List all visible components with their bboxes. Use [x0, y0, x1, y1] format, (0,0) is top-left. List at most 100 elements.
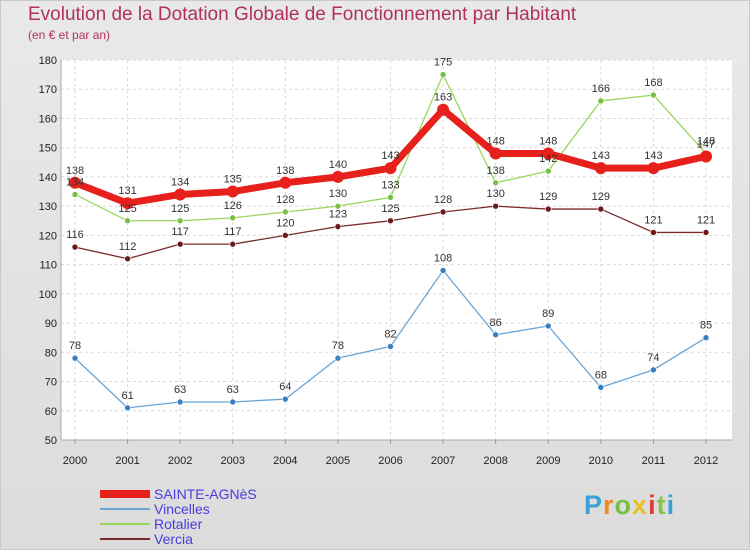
data-point [124, 255, 131, 263]
data-label: 147 [697, 138, 715, 150]
data-label: 121 [697, 214, 715, 226]
plot-area [61, 60, 732, 440]
logo-letter: i [648, 490, 657, 520]
x-tick-label: 2000 [63, 455, 87, 467]
series [69, 71, 712, 412]
data-point [229, 398, 237, 406]
legend-swatch [100, 490, 150, 498]
x-tick-label: 2006 [378, 455, 402, 467]
data-point [71, 354, 79, 362]
y-tick-label: 140 [39, 172, 57, 184]
data-label: 128 [276, 194, 294, 206]
data-point [702, 334, 710, 341]
data-point [282, 208, 289, 216]
data-point [124, 217, 131, 225]
data-label: 78 [332, 340, 344, 352]
data-label: 125 [118, 203, 136, 215]
data-label: 143 [592, 150, 610, 162]
data-point [439, 267, 447, 274]
legend-swatch [100, 538, 150, 540]
x-tick-label: 2007 [431, 455, 455, 467]
legend-label: Rotalier [154, 516, 203, 532]
data-point [700, 150, 712, 163]
y-tick-label: 80 [45, 347, 57, 359]
data-labels: 138 131 134 135 138 140 143 163 148 148 143 143 147 7… [66, 57, 715, 402]
chart-subtitle: (en € et par an) [28, 28, 111, 42]
data-point [71, 243, 79, 251]
data-point [387, 194, 394, 201]
data-label: 138 [276, 165, 294, 177]
y-tick-label: 130 [39, 201, 57, 213]
legend-label: Vercia [154, 531, 193, 547]
y-tick-label: 60 [45, 406, 57, 418]
data-point [176, 217, 184, 225]
data-point [544, 205, 552, 213]
data-label: 143 [381, 150, 399, 162]
data-label: 125 [381, 203, 399, 215]
data-label: 133 [381, 179, 399, 191]
data-point [647, 162, 660, 175]
data-label: 86 [490, 317, 502, 329]
data-point [437, 103, 450, 116]
data-point [229, 240, 237, 248]
logo-letter: o [614, 490, 633, 520]
data-label: 120 [276, 217, 294, 229]
data-label: 61 [121, 390, 133, 402]
data-label: 129 [592, 191, 610, 203]
data-label: 135 [224, 174, 242, 186]
data-point [439, 71, 447, 78]
data-point [282, 232, 289, 239]
legend-swatch [100, 523, 150, 525]
data-label: 117 [224, 226, 242, 238]
data-point [124, 404, 131, 412]
chart-title: Evolution de la Dotation Globale de Fonc… [28, 4, 577, 25]
data-label: 63 [227, 384, 239, 396]
logo-letter: i [666, 490, 676, 520]
logo-letter: P [584, 490, 604, 520]
data-point [439, 208, 447, 216]
logo-letter: x [632, 490, 649, 520]
data-label: 112 [119, 241, 137, 253]
data-point [650, 91, 657, 99]
data-point [492, 331, 499, 339]
data-point [544, 167, 552, 175]
data-label: 142 [539, 153, 557, 165]
axes: 50 60 70 80 90 100 110 120 130 140 150 160 170 180 200… [39, 55, 732, 467]
data-point [544, 322, 552, 330]
data-point [387, 343, 394, 350]
data-point [279, 176, 292, 189]
data-label: 68 [595, 369, 607, 381]
data-point [489, 147, 502, 160]
x-tick-label: 2009 [536, 455, 560, 467]
data-point [597, 205, 605, 213]
legend-label: Vincelles [154, 501, 210, 517]
y-tick-label: 50 [45, 435, 57, 447]
data-point [492, 179, 499, 187]
data-label: 163 [434, 92, 452, 104]
data-label: 63 [174, 384, 186, 396]
data-label: 85 [700, 320, 712, 332]
data-point [597, 384, 605, 391]
data-point [71, 191, 79, 198]
data-label: 125 [171, 203, 189, 215]
x-tick-label: 2003 [221, 455, 245, 467]
x-tick-label: 2011 [642, 455, 666, 467]
data-point [334, 354, 342, 362]
data-point [176, 240, 184, 248]
y-tick-label: 120 [39, 230, 57, 242]
data-label: 130 [329, 188, 347, 200]
data-label: 82 [384, 328, 396, 340]
data-label: 166 [592, 83, 610, 95]
y-tick-label: 180 [39, 55, 57, 67]
data-point [650, 229, 657, 236]
x-tick-label: 2008 [483, 455, 507, 467]
data-label: 168 [644, 77, 662, 89]
data-label: 117 [171, 226, 189, 238]
x-tick-label: 2012 [694, 455, 718, 467]
data-point [492, 202, 499, 210]
data-point [594, 162, 607, 175]
data-point [597, 97, 605, 105]
data-point [650, 366, 657, 374]
data-point [226, 185, 239, 198]
data-label: 108 [434, 252, 452, 264]
